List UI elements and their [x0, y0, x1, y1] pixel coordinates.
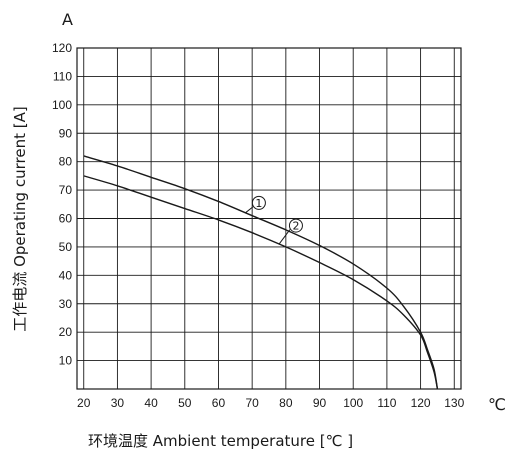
- series-marker-label: 2: [292, 220, 299, 233]
- x-tick-label: 20: [77, 396, 91, 410]
- x-tick-label: 60: [212, 396, 226, 410]
- series-marker-circle: [251, 195, 266, 210]
- x-tick-label: 100: [343, 396, 363, 410]
- x-axis-label: 环境温度 Ambient temperature [℃ ]: [88, 432, 353, 450]
- series-line-2: [83, 175, 439, 390]
- y-axis-label: 工作电流 Operating current [A]: [11, 106, 29, 331]
- y-tick-label: 90: [59, 126, 73, 140]
- series-line-1: [83, 155, 439, 390]
- y-tick-label: 10: [59, 354, 73, 368]
- y-tick-label: 110: [53, 69, 72, 83]
- series-marker-leader: [278, 229, 291, 245]
- x-tick-label: 110: [377, 396, 396, 410]
- series-marker-circle: [288, 218, 303, 233]
- y-tick-label: 40: [59, 268, 73, 282]
- y-tick-label: 120: [52, 41, 72, 55]
- x-tick-label: 130: [444, 396, 464, 410]
- y-axis-unit: A: [62, 10, 73, 29]
- series-marker-leader: [245, 206, 254, 214]
- y-tick-label: 30: [59, 297, 73, 311]
- y-tick-label: 60: [59, 212, 73, 226]
- series-group: 12: [83, 155, 439, 390]
- x-tick-label: 70: [245, 396, 259, 410]
- grid: [77, 47, 461, 389]
- plot-frame: [76, 47, 462, 390]
- y-tick-label: 20: [59, 325, 73, 339]
- y-tick-label: 80: [59, 155, 73, 169]
- y-tick-label: 100: [52, 98, 72, 112]
- x-tick-label: 120: [411, 396, 431, 410]
- tick-labels: 20 30 40 50 60 70 80 90 100 110 120 130 10 20 30 40 50 60…: [52, 41, 465, 410]
- y-tick-label: 70: [59, 183, 73, 197]
- x-tick-label: 30: [111, 396, 125, 410]
- series-marker-label: 1: [255, 197, 262, 210]
- x-tick-label: 40: [144, 396, 158, 410]
- x-axis-unit: ℃: [488, 395, 506, 414]
- x-tick-label: 80: [279, 396, 293, 410]
- x-tick-label: 90: [313, 396, 327, 410]
- x-tick-label: 50: [178, 396, 192, 410]
- y-tick-label: 50: [59, 240, 73, 254]
